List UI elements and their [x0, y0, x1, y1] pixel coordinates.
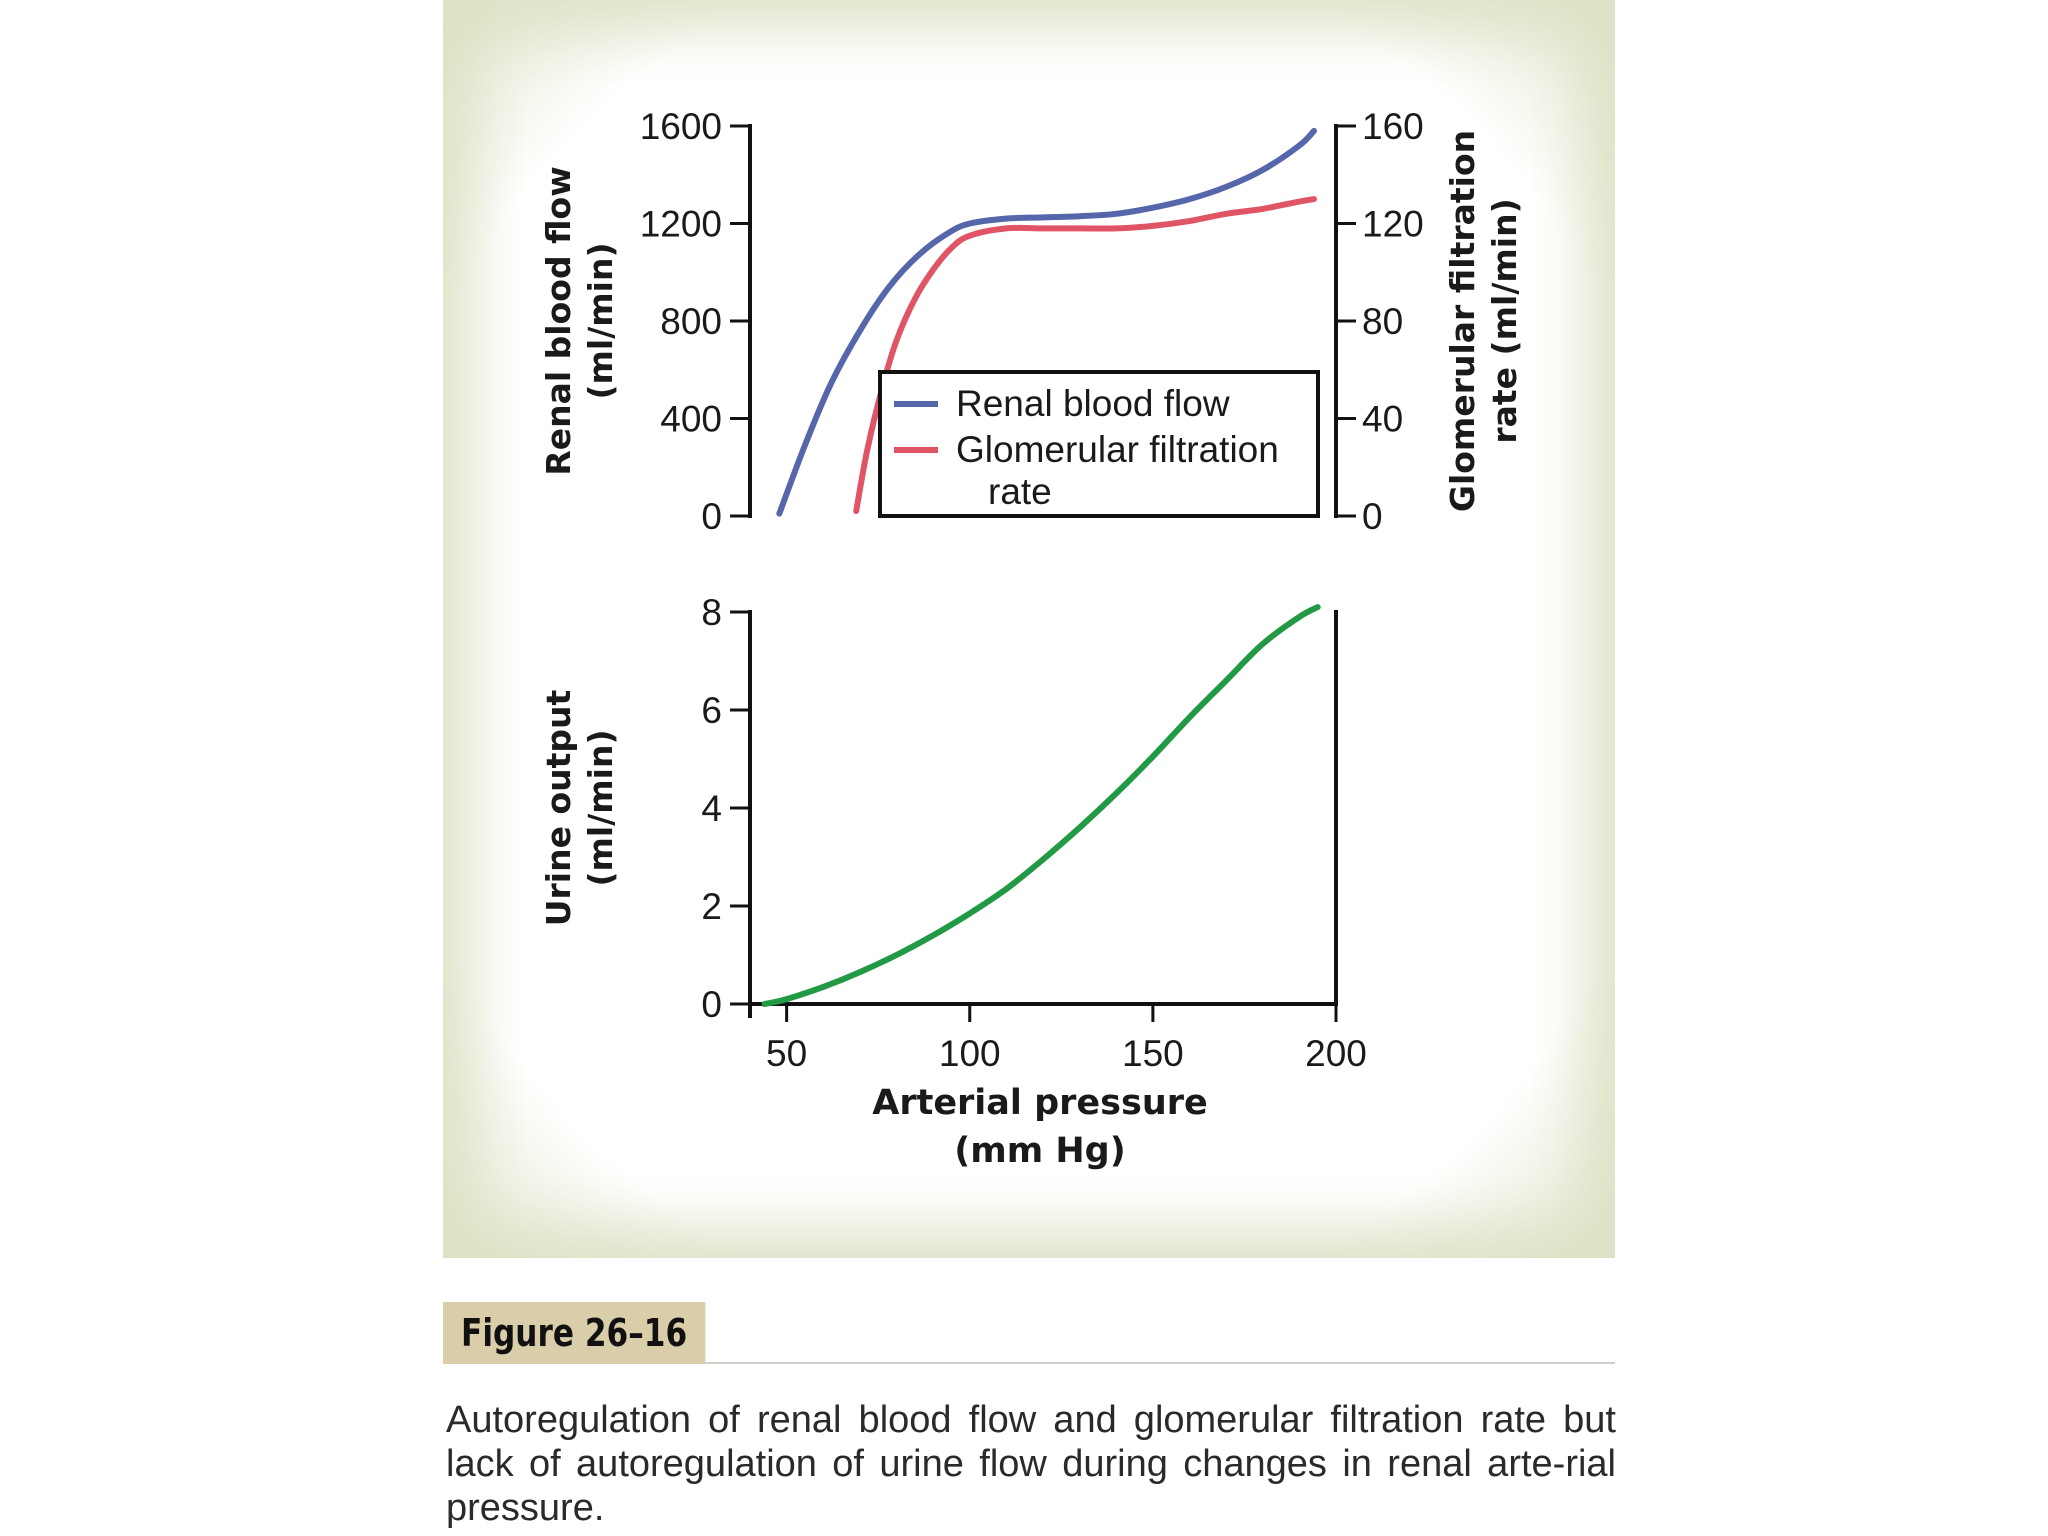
x-axis-title-line: (mm Hg)	[954, 1131, 1125, 1171]
left-y-axis-title-line: Renal blood flow	[539, 166, 578, 475]
caption-bar: Figure 26–16	[443, 1302, 1615, 1364]
bottom-chart: 0 2 4 6 8 50 100 150 200 Urine output(ml/min) Arte…	[539, 592, 1367, 1171]
top-chart: 0 400 800 1200 1600 0 40 80 120 160 Renal blood fl…	[539, 106, 1524, 537]
bottom-y-tick-label: 4	[701, 788, 722, 829]
left-y-tick-label: 800	[660, 301, 722, 342]
bottom-y-tick-label: 0	[701, 984, 722, 1025]
bottom-y-axis-title: Urine output(ml/min)	[539, 689, 620, 926]
left-y-tick-label: 1200	[640, 204, 722, 245]
renal-blood-flow-line	[776, 127, 1317, 517]
right-y-tick-label: 0	[1362, 496, 1383, 537]
bottom-y-axis-title-line: Urine output	[539, 689, 578, 926]
right-y-axis-title-line: Glomerular filtration	[1443, 130, 1482, 512]
bottom-y-tick-label: 6	[701, 690, 722, 731]
bottom-y-axis-title-line: (ml/min)	[581, 729, 620, 886]
urine-output-line	[761, 604, 1321, 1007]
left-y-axis-title-line: (ml/min)	[581, 242, 620, 399]
left-y-tick-label: 0	[701, 496, 722, 537]
bottom-y-tick-label: 8	[701, 592, 722, 633]
right-y-tick-label: 160	[1362, 106, 1424, 147]
x-tick-label: 50	[766, 1033, 807, 1074]
legend-label: rate	[988, 471, 1052, 512]
right-y-tick-label: 80	[1362, 301, 1403, 342]
right-y-tick-label: 120	[1362, 204, 1424, 245]
legend-label: Glomerular filtration	[956, 429, 1279, 470]
x-tick-label: 150	[1122, 1033, 1184, 1074]
legend: Renal blood flow Glomerular filtrationrat…	[878, 370, 1320, 518]
legend-label: Renal blood flow	[956, 383, 1230, 424]
x-tick-label: 200	[1305, 1033, 1367, 1074]
left-y-axis-title: Renal blood flow(ml/min)	[539, 166, 620, 475]
legend-box	[878, 370, 1320, 518]
x-tick-label: 100	[939, 1033, 1001, 1074]
left-y-tick-label: 400	[660, 399, 722, 440]
x-axis-title: Arterial pressure (mm Hg)	[872, 1083, 1208, 1171]
right-y-axis-title-line: rate (ml/min)	[1485, 198, 1524, 443]
left-y-tick-label: 1600	[640, 106, 722, 147]
glomerular-filtration-rate-line	[853, 196, 1317, 515]
figure-panel	[443, 0, 1615, 1258]
figure-label: Figure 26–16	[443, 1302, 706, 1364]
bottom-y-tick-label: 2	[701, 886, 722, 927]
right-y-tick-label: 40	[1362, 399, 1403, 440]
figure-caption: Autoregulation of renal blood flow and g…	[446, 1399, 1616, 1529]
x-axis-title-line: Arterial pressure	[872, 1083, 1208, 1123]
right-y-axis-title: Glomerular filtrationrate (ml/min)	[1443, 130, 1524, 512]
